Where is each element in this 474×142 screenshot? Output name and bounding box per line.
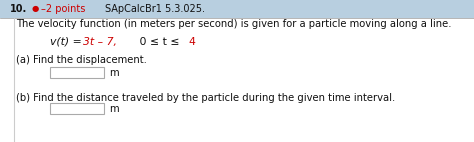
Text: –2 points: –2 points bbox=[41, 4, 85, 14]
Text: m: m bbox=[109, 67, 118, 78]
Text: 0 ≤ t ≤: 0 ≤ t ≤ bbox=[129, 37, 183, 47]
Text: 3t – 7,: 3t – 7, bbox=[83, 37, 117, 47]
Text: ●: ● bbox=[32, 5, 39, 13]
Text: SApCalcBr1 5.3.025.: SApCalcBr1 5.3.025. bbox=[105, 4, 205, 14]
Bar bbox=[50, 103, 104, 114]
Text: (a) Find the displacement.: (a) Find the displacement. bbox=[16, 55, 147, 65]
Bar bbox=[0, 0, 474, 18]
Bar bbox=[50, 67, 104, 78]
Text: m: m bbox=[109, 104, 118, 113]
Text: v(t) =: v(t) = bbox=[50, 37, 85, 47]
Text: 4: 4 bbox=[188, 37, 195, 47]
Text: (b) Find the distance traveled by the particle during the given time interval.: (b) Find the distance traveled by the pa… bbox=[16, 93, 395, 103]
Text: 10.: 10. bbox=[10, 4, 27, 14]
Text: The velocity function (in meters per second) is given for a particle moving alon: The velocity function (in meters per sec… bbox=[16, 19, 452, 29]
